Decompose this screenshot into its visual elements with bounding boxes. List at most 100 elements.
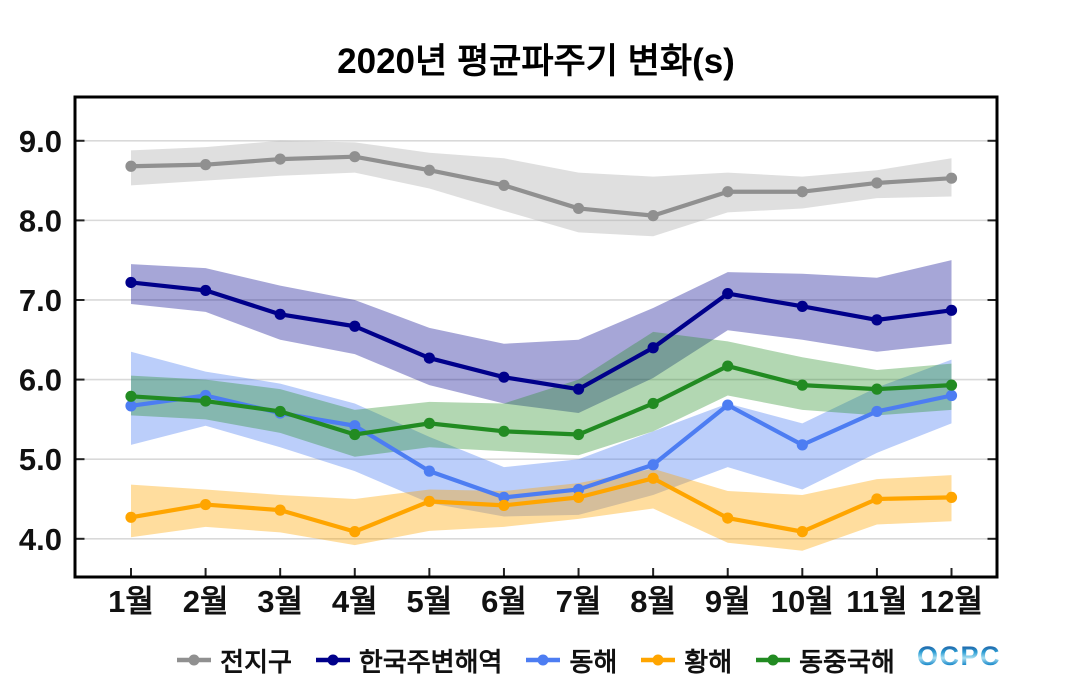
data-point-global-2월	[199, 159, 212, 171]
data-point-global-6월	[498, 179, 510, 191]
x-axis-label-7월: 7월	[556, 584, 602, 619]
legend-dot-korea-adjacent-seas	[327, 654, 339, 666]
legend-marker-yellow-sea	[641, 654, 676, 666]
x-axis-label-12월: 12월	[920, 584, 983, 619]
x-axis-label-9월: 9월	[705, 584, 751, 619]
data-point-global-12월	[945, 172, 958, 184]
data-point-korea-adjacent-seas-7월	[572, 383, 585, 395]
x-axis-label-3월: 3월	[257, 584, 303, 619]
data-point-korea-adjacent-seas-11월	[871, 314, 883, 326]
data-point-yellow-sea-6월	[498, 499, 510, 511]
data-point-east-china-sea-10월	[796, 379, 808, 391]
data-point-korea-adjacent-seas-2월	[199, 284, 212, 297]
data-point-yellow-sea-12월	[945, 491, 958, 503]
series-line-korea-adjacent-seas	[128, 280, 954, 392]
x-axis-label-10월: 10월	[771, 584, 834, 619]
x-axis-label-4월: 4월	[332, 584, 378, 619]
legend-label-east-china-sea: 동중국해	[799, 646, 895, 677]
band-east-sea	[131, 351, 952, 517]
legend-marker-global	[177, 654, 212, 666]
data-point-east-china-sea-1월	[125, 390, 137, 402]
series-line-yellow-sea	[128, 476, 954, 534]
data-point-east-sea-11월	[871, 405, 883, 418]
plot-area: 9.0 8.0 7.0 6.0 5.0 4.0 1월 2월 3월 4월 5월 6월 7월 8월 9월 10월 1…	[19, 95, 999, 619]
data-point-global-8월	[647, 210, 659, 222]
legend-item-east-china-sea: 동중국해	[754, 642, 895, 679]
x-axis-label-6월: 6월	[481, 584, 527, 619]
x-axis-label-1월: 1월	[108, 584, 154, 619]
data-point-korea-adjacent-seas-9월	[722, 288, 734, 300]
data-point-yellow-sea-5월	[423, 495, 435, 507]
legend-label-global: 전지구	[220, 646, 292, 677]
series-line-east-china-sea	[128, 363, 954, 437]
legend-item-korea-adjacent-seas: 한국주변해역	[314, 642, 502, 679]
band-yellow-sea	[131, 468, 952, 551]
data-point-east-sea-12월	[945, 389, 958, 402]
chart-title: 2020년 평균파주기 변화(s)	[337, 42, 735, 81]
x-axis-label-8월: 8월	[630, 584, 676, 619]
y-axis-label-7.0: 7.0	[19, 283, 62, 318]
data-point-korea-adjacent-seas-5월	[423, 352, 435, 364]
x-axis-label-11월: 11월	[846, 584, 907, 619]
data-point-korea-adjacent-seas-3월	[274, 308, 286, 320]
data-point-east-china-sea-5월	[423, 417, 435, 429]
data-point-yellow-sea-4월	[349, 526, 361, 538]
legend-marker-east-china-sea	[756, 654, 791, 666]
x-axis-label-2월: 2월	[183, 584, 229, 619]
y-axis-label-4.0: 4.0	[19, 522, 62, 557]
legend-dot-yellow-sea	[652, 654, 664, 666]
data-point-yellow-sea-2월	[199, 498, 212, 511]
data-point-yellow-sea-10월	[796, 526, 808, 538]
series-line-global	[128, 154, 954, 218]
y-axis-label-5.0: 5.0	[19, 442, 62, 477]
band-east-china-sea	[131, 331, 952, 457]
data-point-east-sea-6월	[498, 491, 510, 503]
legend-dot-global	[188, 654, 200, 666]
data-point-east-china-sea-9월	[722, 360, 734, 372]
legend-item-yellow-sea: 황해	[639, 642, 732, 679]
x-axis-label-5월: 5월	[406, 584, 452, 619]
data-point-east-china-sea-8월	[647, 397, 659, 410]
legend-item-east-sea: 동해	[524, 642, 617, 679]
data-point-east-sea-8월	[647, 459, 659, 471]
data-point-east-china-sea-12월	[945, 379, 958, 391]
data-point-global-5월	[423, 164, 435, 176]
data-point-global-3월	[274, 153, 286, 165]
data-point-global-1월	[125, 160, 137, 172]
data-point-global-11월	[871, 177, 883, 189]
data-point-east-sea-7월	[572, 483, 585, 496]
data-point-global-4월	[349, 151, 361, 163]
y-axis-label-6.0: 6.0	[19, 363, 62, 398]
data-point-east-china-sea-3월	[274, 405, 286, 418]
legend-marker-korea-adjacent-seas	[315, 654, 350, 666]
data-point-korea-adjacent-seas-10월	[796, 300, 808, 312]
legend-label-yellow-sea: 황해	[684, 646, 733, 677]
band-global	[131, 140, 952, 237]
y-axis-label-8.0: 8.0	[19, 203, 62, 238]
data-point-east-china-sea-7월	[572, 428, 585, 441]
legend: 전지구 한국주변해역 동해 황해 동중국해	[0, 638, 1070, 682]
legend-marker-east-sea	[526, 654, 561, 666]
data-point-east-sea-4월	[349, 420, 361, 432]
data-point-yellow-sea-9월	[722, 512, 734, 524]
data-point-east-sea-9월	[722, 399, 734, 411]
data-point-east-china-sea-2월	[199, 395, 212, 407]
y-axis-label-9.0: 9.0	[19, 124, 62, 159]
data-point-yellow-sea-7월	[572, 491, 585, 503]
data-point-east-china-sea-4월	[349, 428, 361, 441]
data-point-global-9월	[722, 186, 734, 198]
legend-dot-east-china-sea	[767, 654, 779, 666]
data-point-global-10월	[796, 186, 808, 198]
data-point-yellow-sea-1월	[125, 511, 137, 523]
data-point-yellow-sea-3월	[274, 504, 286, 516]
legend-label-east-sea: 동해	[569, 646, 618, 677]
data-point-east-china-sea-6월	[498, 425, 510, 437]
data-point-korea-adjacent-seas-6월	[498, 371, 510, 383]
data-point-east-sea-1월	[125, 400, 137, 412]
plot-frame	[73, 95, 999, 579]
data-point-korea-adjacent-seas-12월	[945, 304, 958, 316]
data-point-korea-adjacent-seas-8월	[647, 342, 659, 354]
data-point-global-7월	[572, 202, 585, 215]
data-point-korea-adjacent-seas-4월	[349, 320, 361, 332]
